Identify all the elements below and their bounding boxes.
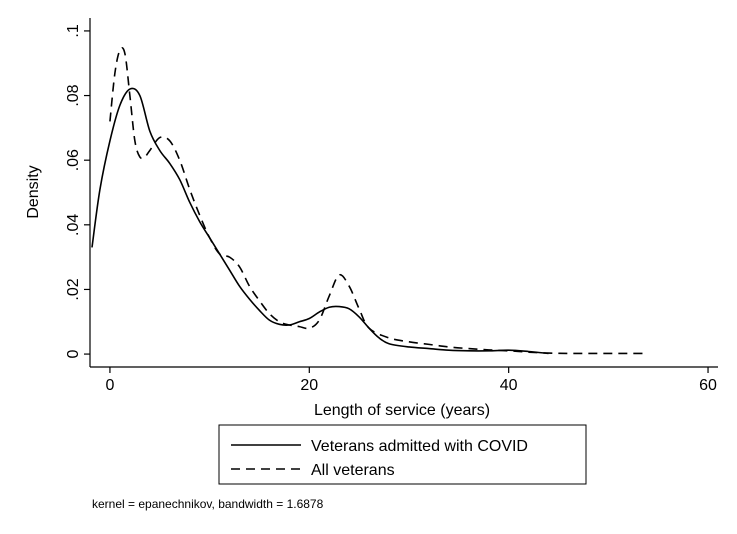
y-tick-label: .04 xyxy=(65,214,82,236)
x-tick-label: 20 xyxy=(300,377,318,394)
y-tick-label: .02 xyxy=(65,278,82,300)
series-line-all-veterans xyxy=(109,47,649,355)
y-tick-label: .1 xyxy=(65,24,82,37)
y-axis: 0 .02 .04 .06 .08 .1 xyxy=(65,18,91,367)
y-tick-label: 0 xyxy=(65,350,82,359)
x-tick-label: 60 xyxy=(699,377,717,394)
legend-box xyxy=(218,424,587,485)
series-layer xyxy=(91,47,649,355)
series-line-covid xyxy=(91,87,549,355)
x-axis-title: Length of service (years) xyxy=(314,402,490,419)
x-axis: 0 20 40 60 xyxy=(90,366,718,394)
y-axis-title: Density xyxy=(25,165,42,218)
legend-label-covid: Veterans admitted with COVID xyxy=(311,438,528,455)
legend: Veterans admitted with COVID All veteran… xyxy=(218,424,587,485)
y-tick-label: .06 xyxy=(65,149,82,171)
legend-label-all: All veterans xyxy=(311,462,395,479)
y-tick-label: .08 xyxy=(65,84,82,106)
x-tick-label: 40 xyxy=(500,377,518,394)
x-tick-label: 0 xyxy=(105,377,114,394)
kernel-note: kernel = epanechnikov, bandwidth = 1.687… xyxy=(92,497,324,511)
